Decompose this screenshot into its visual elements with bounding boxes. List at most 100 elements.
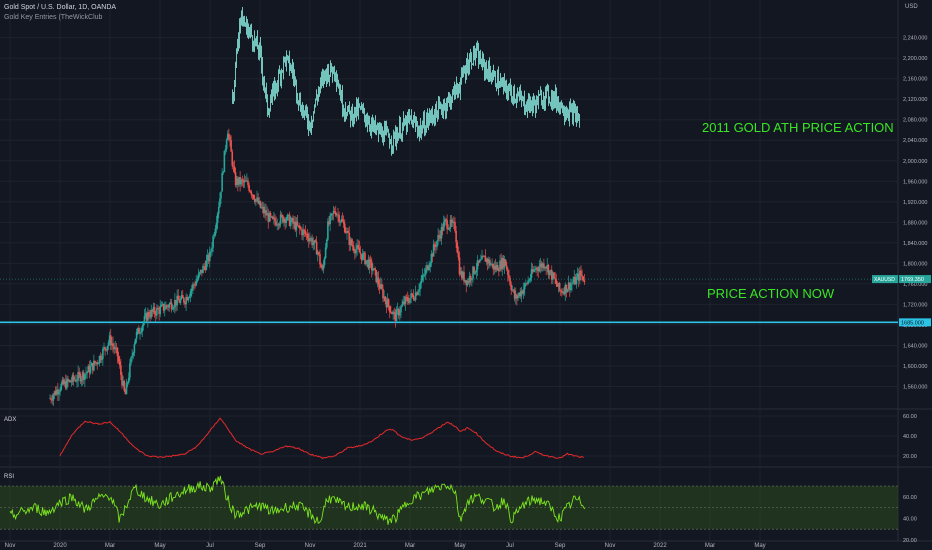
candle-body [285, 219, 288, 223]
candle-body [121, 374, 123, 386]
candle-body [520, 290, 523, 297]
candle-body [460, 271, 463, 279]
price-pane[interactable]: 2011 GOLD ATH PRICE ACTION PRICE ACTION N… [0, 7, 898, 406]
candle-body [490, 264, 492, 266]
candle-body [564, 284, 567, 295]
candle-body [532, 269, 535, 272]
candle-body [202, 266, 204, 274]
candle-body [499, 260, 501, 271]
candle-body [303, 229, 306, 231]
candle-body [464, 280, 466, 282]
candle-body [449, 219, 452, 228]
candle-body [359, 252, 362, 255]
candle-body [406, 297, 409, 302]
candle-body [243, 180, 246, 183]
candle-body [531, 269, 534, 272]
candle-body [333, 211, 336, 213]
candle-body [167, 306, 169, 308]
candle-body [228, 133, 230, 137]
candle-body [172, 307, 175, 309]
y-tick-label: 40.00 [903, 516, 917, 522]
candle-body [484, 255, 487, 262]
candle-body [469, 276, 472, 281]
candle-body [342, 221, 345, 224]
candle-body [88, 365, 91, 374]
candle-body [438, 235, 441, 236]
candle-body [384, 296, 387, 302]
candle-body [505, 265, 508, 270]
candle-body [397, 309, 400, 316]
candle-body [67, 378, 69, 382]
candle-body [424, 269, 427, 275]
candle-body [125, 382, 128, 395]
candle-body [491, 263, 493, 265]
candle-body [250, 191, 253, 195]
candle-body [361, 253, 364, 260]
candle-body [161, 303, 164, 305]
candle-body [547, 265, 550, 275]
adx-pane[interactable]: ADX [4, 417, 584, 460]
candle-body [568, 282, 571, 291]
y-tick-label: 2,240.000 [903, 36, 927, 42]
candle-body [502, 258, 505, 268]
candle-body [117, 356, 120, 362]
candle-body [75, 379, 77, 382]
candle-body [81, 372, 84, 379]
rsi-pane[interactable]: RSI [0, 474, 898, 530]
candle-body [139, 332, 141, 334]
candle-body [220, 191, 222, 199]
candle-body [277, 224, 280, 226]
symbol-tag-label: XAUUSD [874, 277, 895, 283]
candle-body [562, 291, 564, 293]
candle-body [275, 221, 277, 226]
candle-body [458, 257, 461, 275]
candle-body [401, 304, 403, 307]
candle-body [534, 269, 536, 271]
candle-body [557, 282, 560, 287]
candle-body [345, 232, 347, 234]
candle-body [392, 311, 394, 315]
candle-body [433, 244, 436, 247]
candle-body [394, 312, 397, 322]
candle-body [241, 179, 244, 181]
candle-body [107, 342, 110, 347]
candle-body [216, 213, 219, 223]
candle-body [256, 197, 258, 200]
candle-body [410, 293, 412, 299]
candle-body [455, 230, 457, 243]
candle-body [150, 309, 153, 318]
candle-body [530, 269, 533, 279]
candle-body [391, 312, 393, 315]
candle-body [199, 269, 202, 273]
candle-body [517, 295, 519, 299]
candle-body [52, 395, 55, 401]
candle-body [215, 222, 218, 229]
candle-body [545, 267, 547, 269]
candle-body [255, 199, 257, 202]
price-axis[interactable]: 1,560.0001,600.0001,640.0001,680.0001,72… [872, 4, 931, 544]
candle-body [444, 219, 446, 223]
time-axis[interactable]: Nov 2020 Mar May Jul Sep Nov 2021 Mar May Jul Sep No… [5, 543, 766, 549]
candle-body [305, 233, 308, 235]
candle-body [355, 249, 357, 254]
candle-body [159, 306, 162, 314]
candle-body [278, 223, 281, 226]
y-tick-label: 60.00 [903, 414, 917, 420]
candle-body [504, 259, 507, 266]
y-tick-label: 40.00 [903, 434, 917, 440]
candle-body [567, 282, 570, 290]
candle-body [212, 236, 214, 248]
y-tick-label: 20.00 [903, 454, 917, 460]
candle-body [363, 252, 365, 254]
candle-body [413, 299, 416, 300]
x-tick-label: May [154, 543, 165, 549]
candle-body [559, 290, 562, 292]
candle-body [193, 284, 195, 286]
candle-body [539, 263, 542, 267]
candle-body [467, 280, 470, 283]
candle-body [300, 228, 302, 230]
candle-body [196, 278, 199, 282]
candle-body [79, 373, 82, 382]
candle-body [577, 273, 580, 281]
